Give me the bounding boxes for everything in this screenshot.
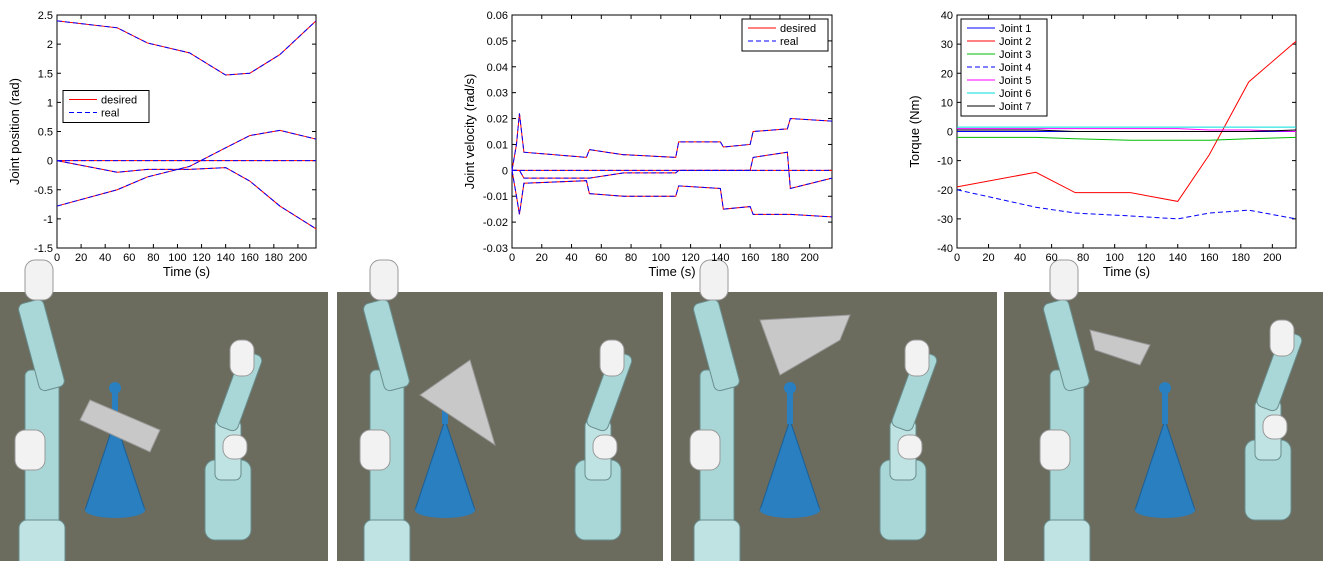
y-tick-label: -20 [937, 185, 953, 197]
chart: -1.5 -1 -0.5 0 0.5 1 1.5 2 2.5 0 20 40 60 80 100 120 140… [7, 10, 316, 279]
y-tick-label: 30 [941, 39, 953, 51]
y-tick-label: 0.03 [487, 88, 508, 100]
y-tick-label: 1.5 [38, 68, 53, 80]
legend-label: Joint 5 [999, 75, 1031, 87]
y-tick-label: -0.02 [483, 217, 508, 229]
x-tick-label: 40 [565, 252, 577, 264]
y-tick-label: -1.5 [34, 243, 53, 255]
x-tick-label: 200 [800, 252, 818, 264]
y-tick-label: 0.01 [487, 139, 508, 151]
y-tick-label: -30 [937, 214, 953, 226]
x-tick-label: 80 [1077, 252, 1089, 264]
x-tick-label: 160 [741, 252, 759, 264]
x-tick-label: 120 [681, 252, 699, 264]
x-tick-label: 40 [99, 252, 111, 264]
x-tick-label: 0 [509, 252, 515, 264]
x-tick-label: 160 [241, 252, 259, 264]
x-tick-label: 120 [1137, 252, 1155, 264]
x-tick-label: 20 [75, 252, 87, 264]
legend-label: desired [780, 23, 816, 35]
x-axis-label: Time (s) [163, 264, 210, 279]
render-panel [337, 260, 663, 561]
y-axis-label: Joint position (rad) [7, 78, 22, 185]
y-tick-label: 0 [502, 165, 508, 177]
x-tick-label: 60 [123, 252, 135, 264]
x-tick-label: 0 [54, 252, 60, 264]
y-tick-label: 0 [47, 156, 53, 168]
x-tick-label: 60 [1045, 252, 1057, 264]
legend-label: real [101, 108, 119, 120]
y-tick-label: 0 [947, 127, 953, 139]
y-tick-label: 0.06 [487, 10, 508, 22]
x-axis-label: Time (s) [1103, 264, 1150, 279]
x-tick-label: 0 [954, 252, 960, 264]
x-tick-label: 140 [1169, 252, 1187, 264]
render-panel [671, 260, 997, 561]
y-tick-label: 20 [941, 68, 953, 80]
x-tick-label: 60 [595, 252, 607, 264]
legend-label: Joint 6 [999, 88, 1031, 100]
y-axis-label: Torque (Nm) [907, 95, 922, 167]
x-tick-label: 140 [711, 252, 729, 264]
x-tick-label: 200 [289, 252, 307, 264]
y-tick-label: -0.5 [34, 185, 53, 197]
legend-label: real [780, 36, 798, 48]
render-panel [0, 260, 328, 561]
x-tick-label: 100 [168, 252, 186, 264]
x-tick-label: 180 [1232, 252, 1250, 264]
x-tick-label: 180 [771, 252, 789, 264]
figure: -1.5-1-0.500.511.522.5020406080100120140… [0, 0, 1323, 561]
x-tick-label: 80 [147, 252, 159, 264]
legend-label: Joint 7 [999, 101, 1031, 113]
y-tick-label: 40 [941, 10, 953, 22]
x-tick-label: 180 [265, 252, 283, 264]
y-tick-label: 10 [941, 97, 953, 109]
y-tick-label: 0.04 [487, 62, 508, 74]
x-tick-label: 160 [1200, 252, 1218, 264]
y-tick-label: -1 [43, 214, 53, 226]
chart: -0.03 -0.02 -0.01 0 0.01 0.02 0.03 0.04 0.05 0.06… [462, 10, 832, 279]
y-tick-label: -40 [937, 243, 953, 255]
x-tick-label: 80 [625, 252, 637, 264]
render-panel [1004, 260, 1323, 561]
legend-label: Joint 1 [999, 23, 1031, 35]
legend-label: Joint 2 [999, 36, 1031, 48]
y-tick-label: 0.02 [487, 114, 508, 126]
y-tick-label: 2.5 [38, 10, 53, 22]
chart: -40 -30 -20 -10 0 10 20 30 40 0 20 40 60 80 100 120 140 1… [907, 10, 1296, 279]
y-tick-label: -10 [937, 156, 953, 168]
y-tick-label: 1 [47, 97, 53, 109]
x-tick-label: 20 [982, 252, 994, 264]
y-tick-label: -0.01 [483, 191, 508, 203]
x-tick-label: 20 [536, 252, 548, 264]
y-tick-label: 2 [47, 39, 53, 51]
y-tick-label: 0.5 [38, 127, 53, 139]
plot-area [57, 15, 316, 248]
y-tick-label: 0.05 [487, 36, 508, 48]
x-tick-label: 100 [652, 252, 670, 264]
legend-label: Joint 3 [999, 49, 1031, 61]
legend-label: desired [101, 95, 137, 107]
x-tick-label: 100 [1105, 252, 1123, 264]
y-axis-label: Joint velocity (rad/s) [462, 74, 477, 190]
y-tick-label: -0.03 [483, 243, 508, 255]
legend-label: Joint 4 [999, 62, 1031, 74]
x-tick-label: 140 [216, 252, 234, 264]
x-tick-label: 40 [1014, 252, 1026, 264]
x-tick-label: 120 [192, 252, 210, 264]
x-tick-label: 200 [1263, 252, 1281, 264]
x-axis-label: Time (s) [648, 264, 695, 279]
